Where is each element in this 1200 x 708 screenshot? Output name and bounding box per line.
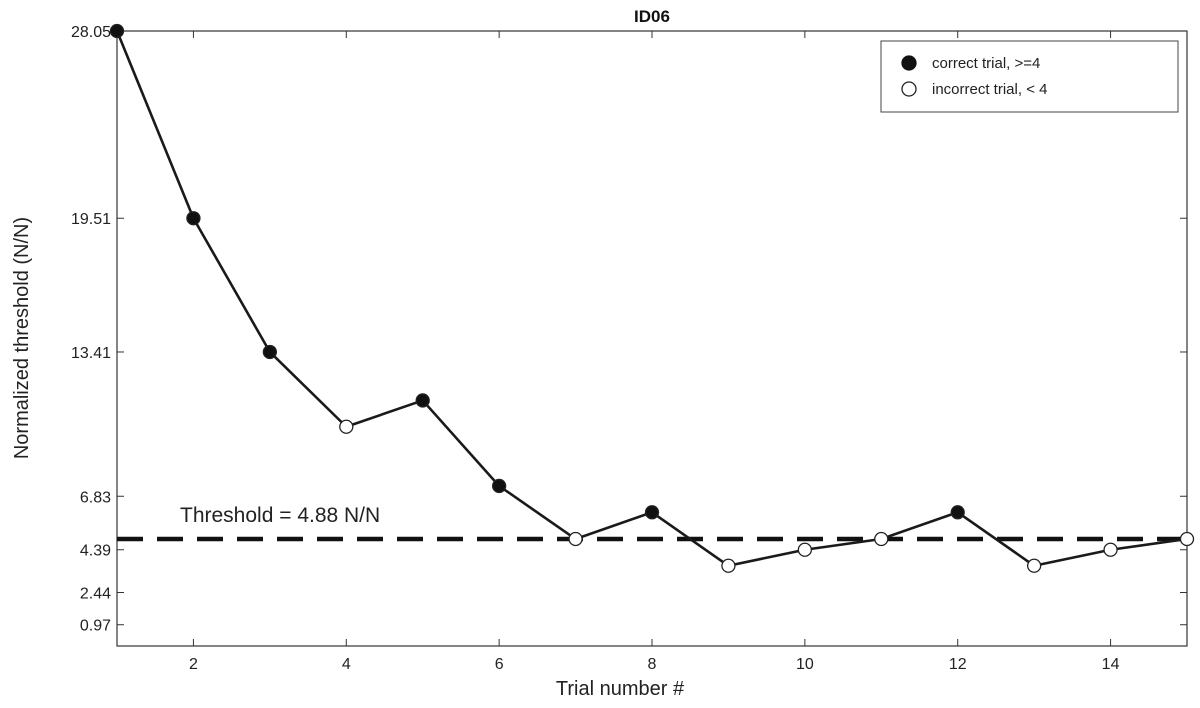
legend-label-correct: correct trial, >=4 — [932, 55, 1040, 72]
data-point-correct — [491, 478, 507, 494]
data-point-incorrect — [1179, 531, 1195, 547]
y-tick-label: 28.05 — [71, 24, 111, 41]
y-tick-label: 6.83 — [80, 489, 111, 506]
y-tick-label: 0.97 — [80, 618, 111, 635]
x-tick-label: 6 — [495, 656, 504, 673]
y-tick-label: 4.39 — [80, 543, 111, 560]
legend-marker-incorrect — [901, 81, 917, 97]
legend-marker-correct — [901, 55, 917, 71]
markers — [109, 23, 1195, 573]
y-axis-title: Normalized threshold (N/N) — [11, 217, 33, 459]
data-point-incorrect — [874, 531, 889, 547]
x-axis-title: Trial number # — [556, 678, 685, 700]
plot-area — [116, 30, 1188, 647]
data-point-correct — [415, 393, 430, 408]
data-point-correct — [950, 505, 965, 520]
y-tick-label: 2.44 — [80, 586, 111, 603]
legend-label-incorrect: incorrect trial, < 4 — [932, 81, 1047, 98]
y-tick-label: 13.41 — [71, 345, 111, 362]
data-point-incorrect — [721, 558, 736, 573]
data-point-incorrect — [1026, 558, 1042, 573]
x-tick-label: 14 — [1102, 656, 1120, 673]
data-point-incorrect — [1103, 542, 1118, 557]
threshold-label: Threshold = 4.88 N/N — [180, 504, 380, 527]
data-point-correct — [644, 505, 660, 520]
x-tick-label: 8 — [648, 656, 657, 673]
data-point-incorrect — [568, 531, 583, 547]
legend: correct trial, >=4 incorrect trial, < 4 — [880, 40, 1179, 113]
x-tick-label: 2 — [189, 656, 198, 673]
x-tick-label: 12 — [949, 656, 967, 673]
x-axis: 2 4 6 8 10 12 14 — [189, 31, 1120, 673]
chart-title: ID06 — [634, 7, 670, 26]
y-tick-label: 19.51 — [71, 211, 111, 228]
data-point-correct — [109, 23, 125, 39]
data-point-correct — [262, 344, 278, 360]
legend-box — [880, 40, 1179, 113]
data-point-correct — [186, 211, 201, 226]
x-tick-label: 10 — [796, 656, 814, 673]
data-point-incorrect — [797, 542, 813, 557]
x-tick-label: 4 — [342, 656, 351, 673]
data-point-incorrect — [339, 419, 354, 434]
